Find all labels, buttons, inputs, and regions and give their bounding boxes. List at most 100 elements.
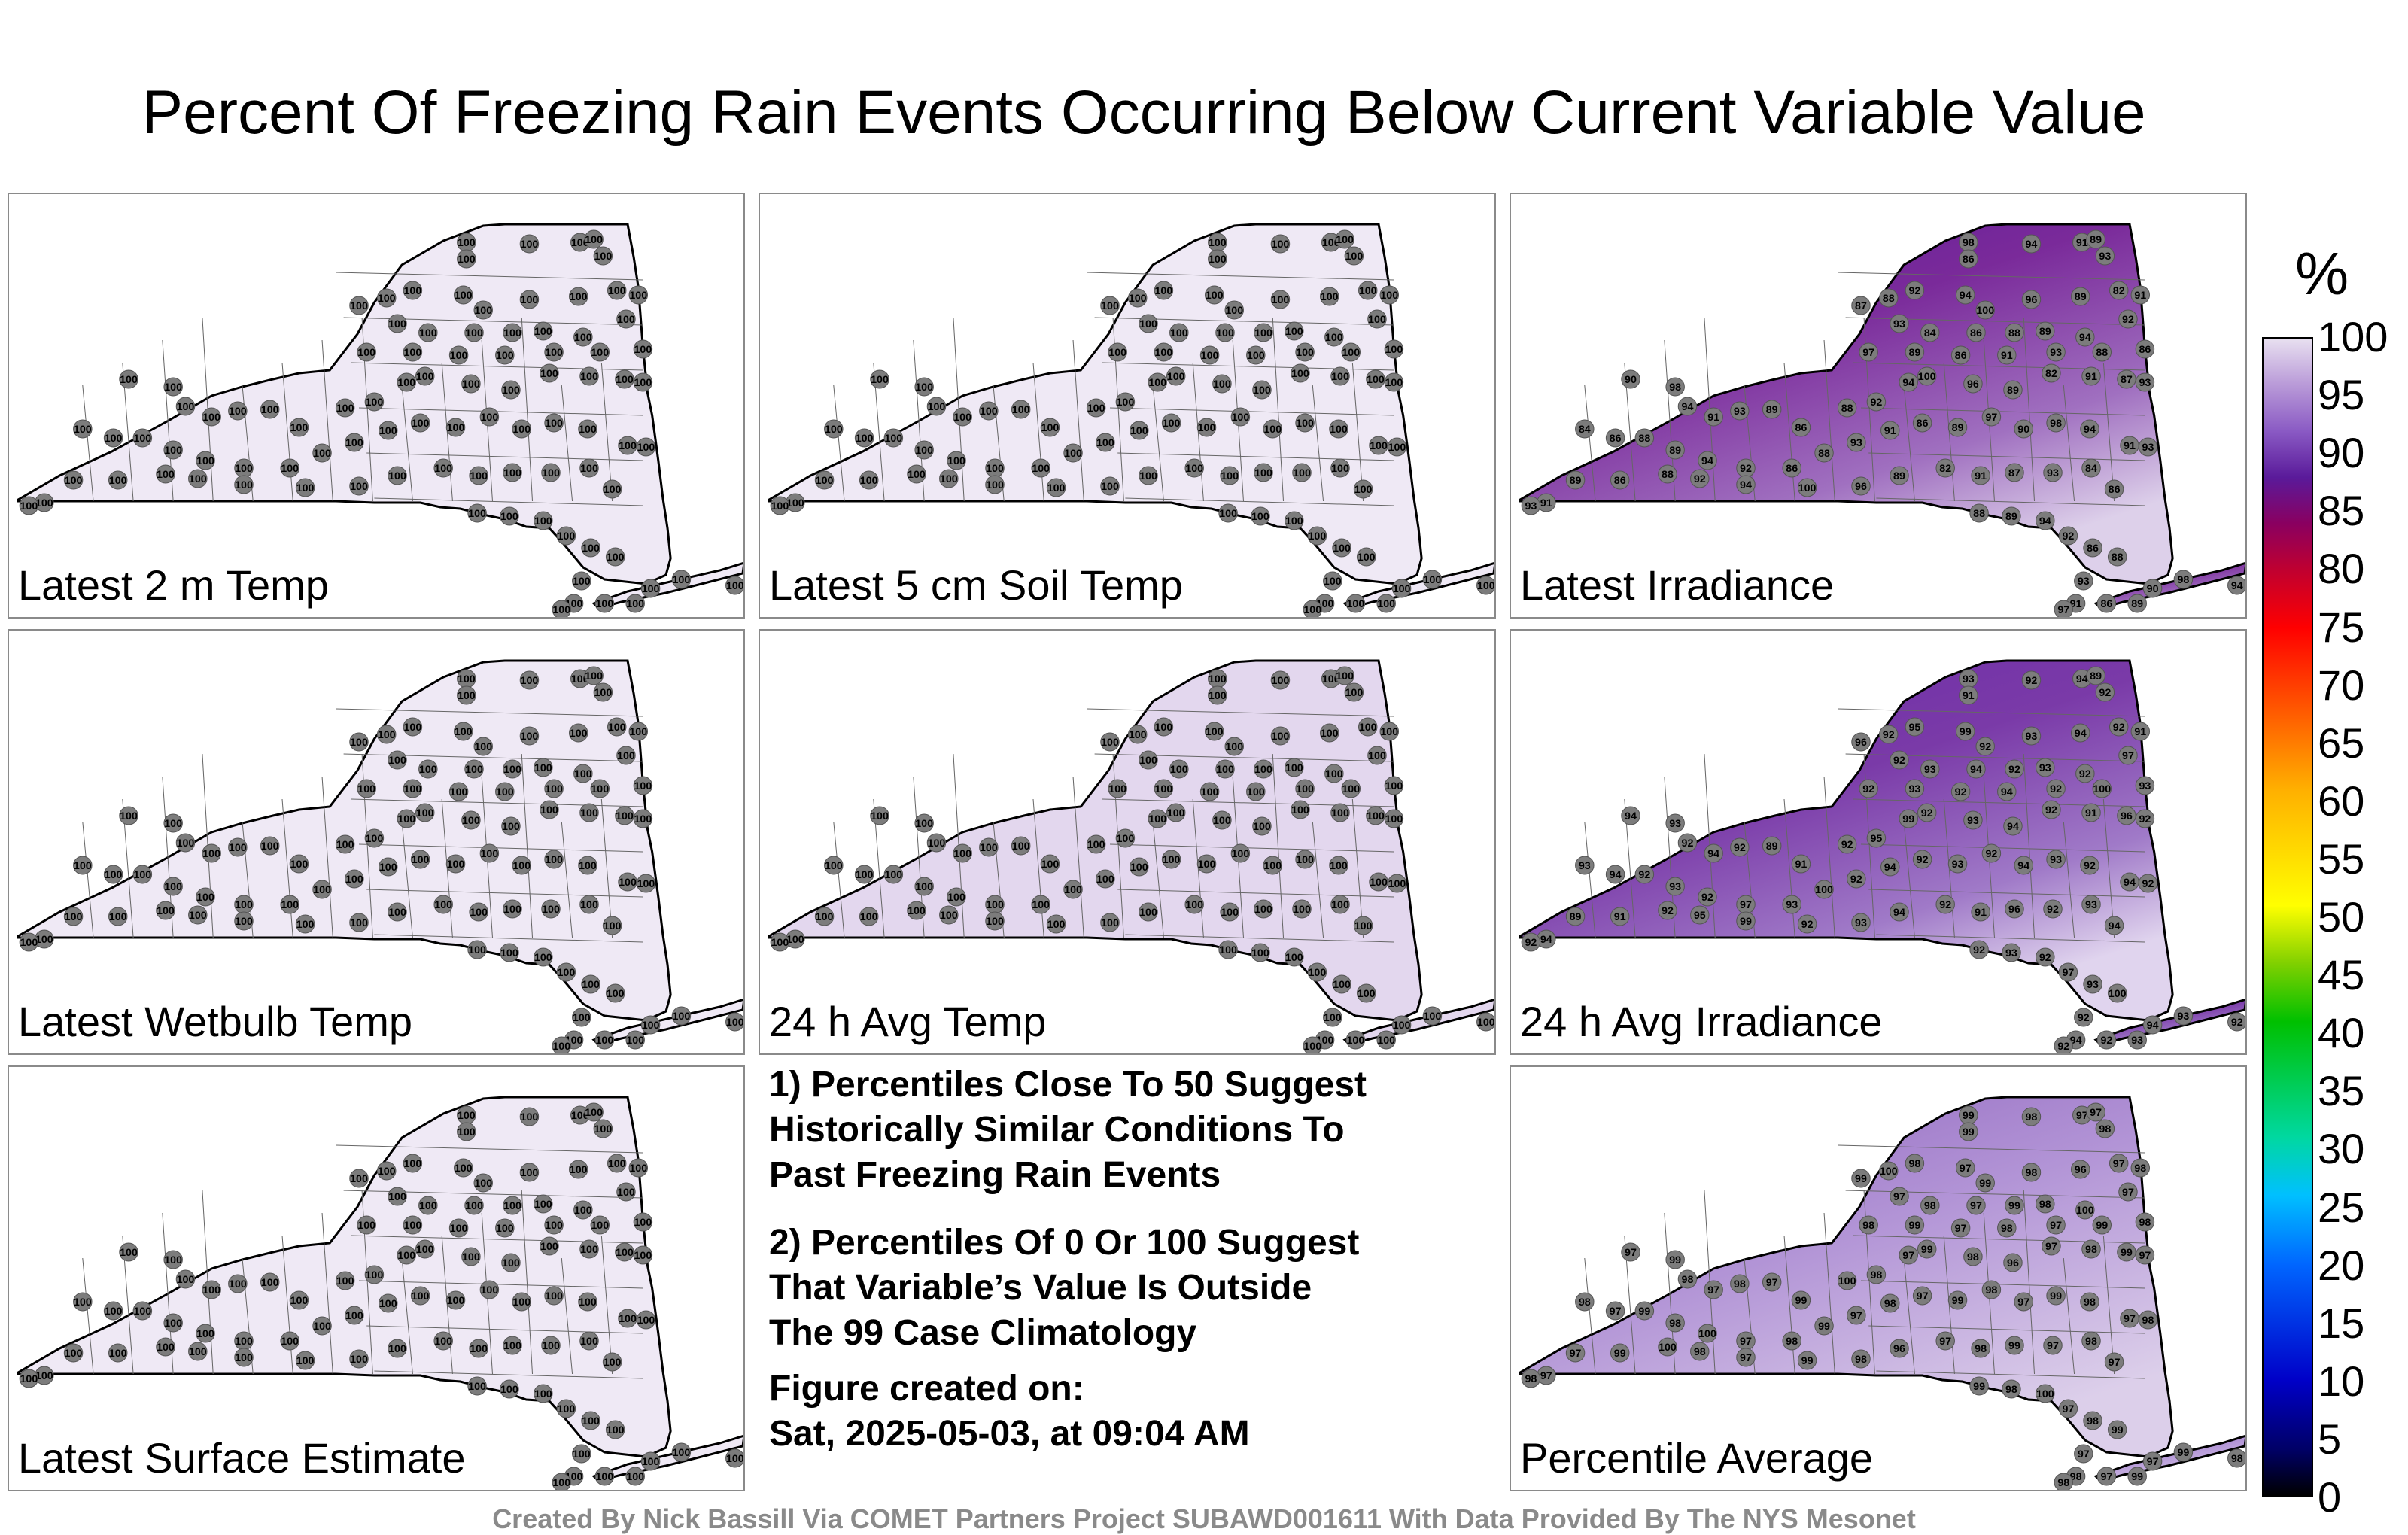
station-marker: 100 [544,850,564,869]
station-marker: 100 [495,782,515,801]
svg-text:100: 100 [403,284,421,296]
svg-text:100: 100 [908,904,926,916]
svg-text:100: 100 [953,411,971,423]
station-marker: 100 [770,496,790,515]
station-marker: 100 [495,345,515,365]
svg-text:100: 100 [1254,763,1272,775]
colorbar-tick-label: 50 [2318,893,2365,941]
county-line [1903,1257,1915,1375]
station-marker: 97 [1847,1306,1866,1325]
station-marker: 100 [500,943,519,962]
svg-text:100: 100 [388,1342,406,1354]
station-marker: 89 [1565,470,1586,490]
svg-text:100: 100 [313,1320,331,1332]
station-marker: 100 [914,377,934,397]
svg-text:99: 99 [1963,1126,1975,1138]
station-marker: 100 [63,1343,84,1363]
svg-text:100: 100 [634,343,652,355]
svg-text:100: 100 [1659,1341,1677,1353]
svg-text:100: 100 [1377,597,1395,609]
svg-text:100: 100 [634,813,652,825]
station-marker: 94 [2104,916,2124,935]
svg-text:100: 100 [1393,582,1411,594]
county-line [336,272,643,281]
svg-text:99: 99 [1952,1294,1964,1306]
svg-text:99: 99 [1614,1347,1626,1359]
svg-text:98: 98 [1669,1317,1681,1329]
colorbar-tick-label: 70 [2318,661,2365,709]
station-marker: 100 [397,372,416,392]
map-panel-latest-irradiance: 98 94 91 93 89 86 88 92 94 100 96 89 82 91 87 93 84 86 88 8… [1510,193,2247,619]
station-marker: 100 [1356,547,1376,567]
station-marker: 100 [19,1369,39,1388]
svg-text:100: 100 [672,1010,690,1022]
svg-text:93: 93 [1786,898,1798,910]
station-marker: 100 [289,1290,309,1310]
station-marker: 100 [618,436,637,455]
station-marker: 99 [1814,1316,1834,1336]
svg-text:94: 94 [1884,861,1896,873]
station-marker: 100 [202,1280,221,1299]
station-marker: 84 [2081,458,2101,478]
svg-text:96: 96 [2007,1257,2019,1269]
station-marker: 100 [979,837,999,857]
svg-text:100: 100 [1163,853,1181,865]
svg-text:100: 100 [1263,859,1282,871]
station-marker: 100 [289,418,309,437]
county-line [1584,821,1596,938]
svg-text:100: 100 [980,405,998,417]
svg-text:99: 99 [1795,1294,1808,1306]
station-marker: 93 [1575,856,1595,875]
station-marker: 92 [2096,1030,2117,1050]
station-marker: 100 [1166,803,1186,822]
svg-text:97: 97 [2017,1296,2029,1308]
station-marker: 100 [175,1269,196,1289]
station-marker: 88 [1837,398,1857,418]
station-marker: 99 [1905,1215,1925,1235]
station-marker: 92 [1878,725,1899,744]
station-marker: 100 [479,1280,500,1299]
county-line [2063,821,2075,938]
station-marker: 100 [615,1242,634,1262]
svg-text:88: 88 [2112,551,2124,563]
station-marker: 100 [590,1215,610,1235]
svg-text:94: 94 [1610,868,1622,880]
svg-text:100: 100 [1096,873,1114,885]
svg-text:100: 100 [1918,370,1936,382]
station-marker: 100 [573,1200,593,1220]
panel-label: Latest Wetbulb Temp [18,998,413,1045]
svg-text:93: 93 [2050,853,2062,865]
station-marker: 100 [541,1336,561,1355]
station-marker: 87 [1851,296,1871,315]
svg-text:93: 93 [2139,376,2151,388]
station-marker: 89 [2070,287,2090,306]
svg-text:100: 100 [1330,859,1348,871]
county-line [833,385,845,502]
svg-text:97: 97 [1740,1335,1752,1347]
station-marker: 97 [2096,1467,2117,1486]
station-marker: 94 [2142,1015,2163,1035]
svg-text:97: 97 [2109,1356,2121,1368]
station-marker: 100 [1379,285,1400,305]
svg-text:97: 97 [1893,1190,1905,1202]
station-marker: 100 [1154,717,1174,737]
station-marker: 93 [1847,433,1866,452]
county-line [1351,798,1364,938]
county-line [1823,1212,1835,1375]
station-marker: 100 [544,413,564,433]
svg-text:100: 100 [1139,906,1157,918]
svg-text:100: 100 [397,376,415,388]
station-marker: 100 [512,856,531,875]
svg-text:100: 100 [1129,292,1147,304]
svg-text:100: 100 [235,479,253,491]
svg-text:84: 84 [1924,327,1936,339]
svg-text:94: 94 [2076,673,2088,685]
colorbar-tick-label: 5 [2318,1415,2342,1463]
svg-text:86: 86 [2100,597,2112,609]
station-marker: 100 [616,1182,636,1202]
colorbar-tick-label: 10 [2318,1357,2365,1405]
station-marker: 97 [1859,342,1878,362]
station-marker: 94 [1997,782,2017,801]
svg-text:92: 92 [1973,944,1985,956]
svg-text:98: 98 [1786,1335,1798,1347]
